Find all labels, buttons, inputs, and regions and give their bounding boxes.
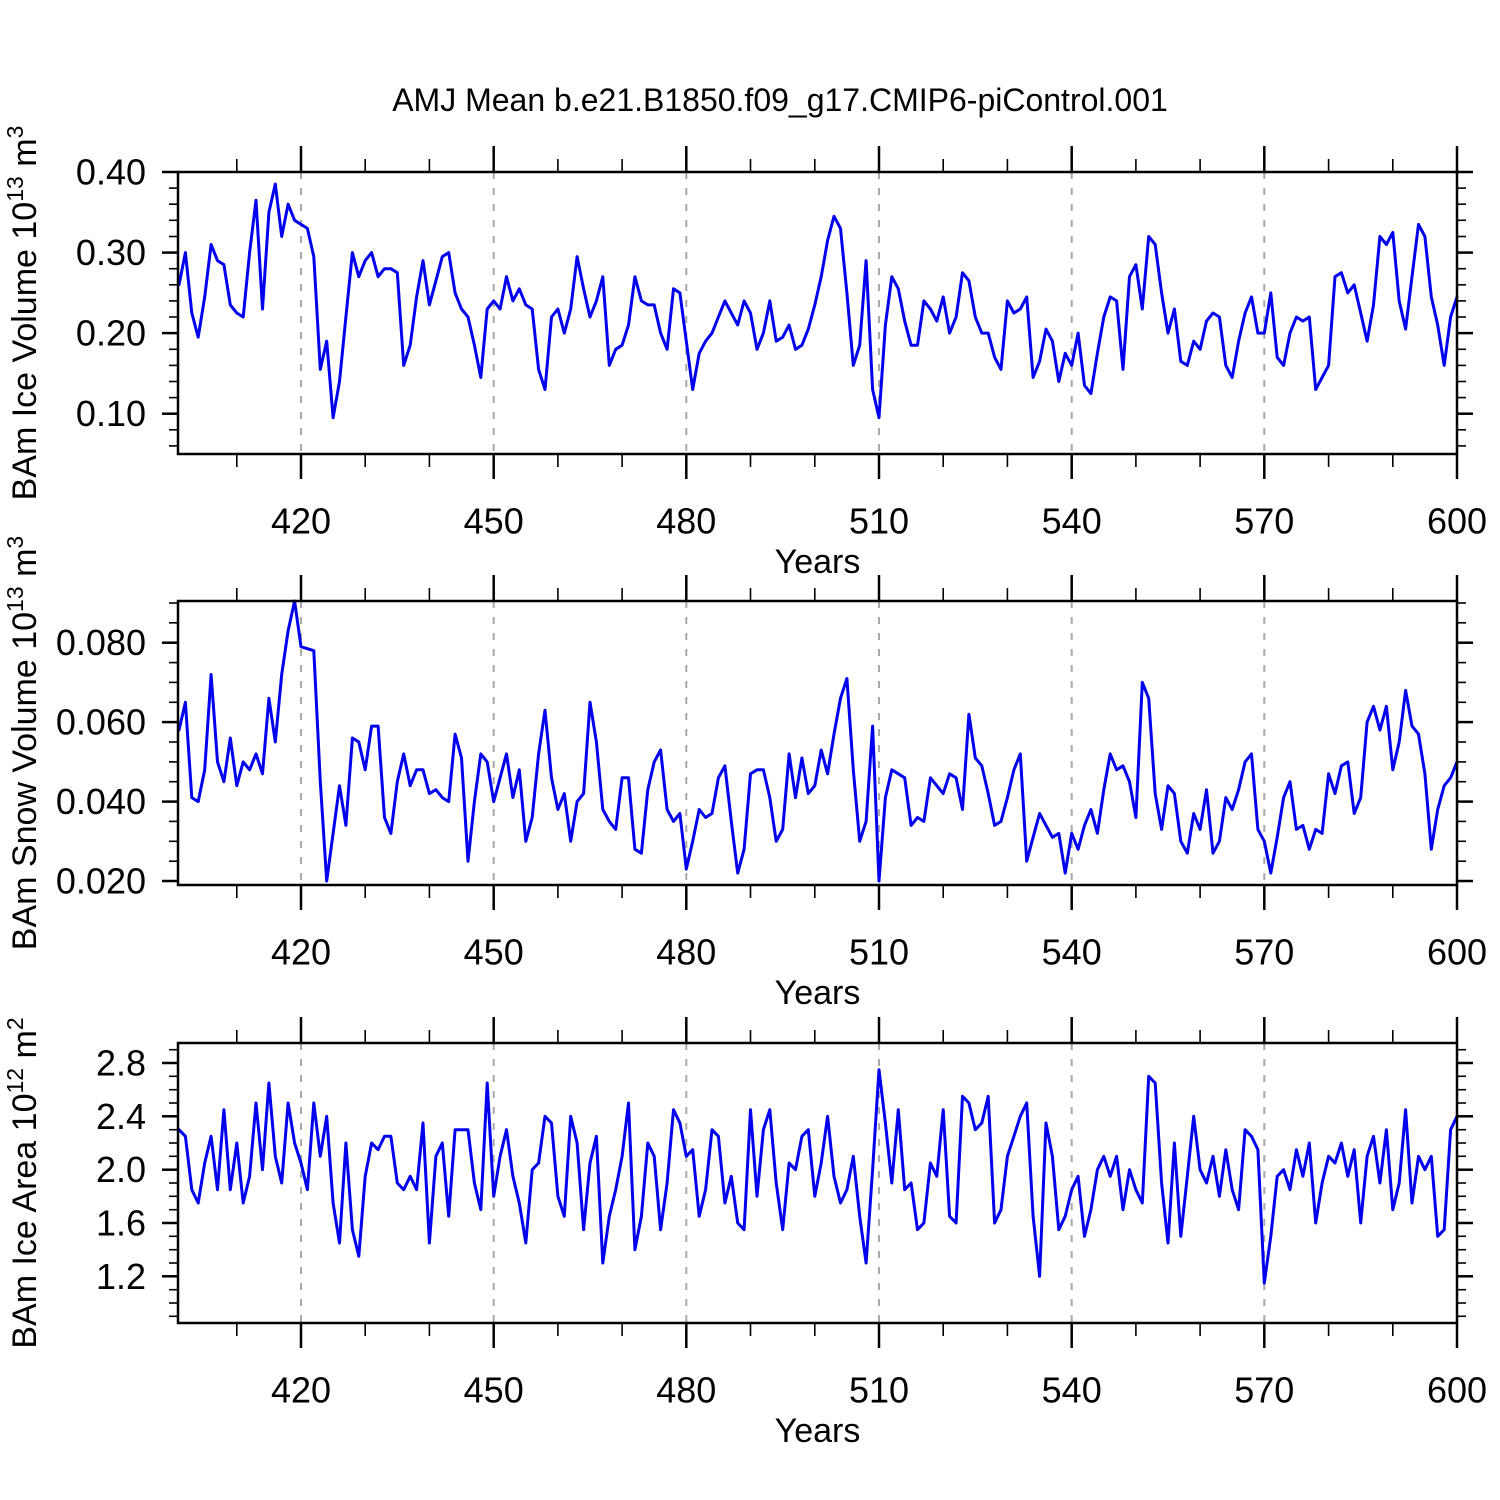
- y-tick-label: 1.2: [96, 1256, 146, 1297]
- x-tick-label: 600: [1427, 501, 1487, 542]
- y-axis-title-exponent: 3: [2, 126, 28, 139]
- x-tick-label: 570: [1234, 1370, 1294, 1411]
- y-tick-label: 0.040: [56, 781, 146, 822]
- x-tick-label: 480: [656, 932, 716, 973]
- y-tick-label: 0.40: [76, 152, 146, 193]
- x-axis-title: Years: [775, 974, 861, 1012]
- x-tick-label: 600: [1427, 932, 1487, 973]
- x-tick-label: 540: [1042, 501, 1102, 542]
- x-axis-title: Years: [775, 1412, 861, 1450]
- x-tick-label: 450: [464, 501, 524, 542]
- y-tick-label: 0.080: [56, 622, 146, 663]
- plot-frame: [176, 599, 1459, 887]
- x-tick-label: 420: [271, 932, 331, 973]
- x-tick-label: 570: [1234, 932, 1294, 973]
- y-axis-title-text: m: [6, 1030, 44, 1068]
- x-axis-title: Years: [775, 543, 861, 581]
- x-tick-label: 420: [271, 501, 331, 542]
- x-tick-label: 510: [849, 501, 909, 542]
- y-tick-label: 2.8: [96, 1043, 146, 1084]
- x-tick-label: 420: [271, 1370, 331, 1411]
- data-line-bam-ice-area: [177, 1068, 1459, 1285]
- x-tick-label: 540: [1042, 932, 1102, 973]
- data-line-bam-snow-volume: [177, 599, 1459, 883]
- y-axis-title: BAm Ice Area 1012 m2: [2, 1017, 44, 1348]
- x-tick-label: 480: [656, 1370, 716, 1411]
- x-tick-label: 510: [849, 1370, 909, 1411]
- x-tick-label: 450: [464, 1370, 524, 1411]
- x-tick-label: 540: [1042, 1370, 1102, 1411]
- y-axis-title-text: BAm Ice Volume 10: [6, 202, 44, 501]
- y-axis-title-exponent: 3: [2, 536, 28, 549]
- plot-frame: [176, 170, 1459, 456]
- panel-bam-ice-volume: 420 450 480 510 540 570 600 0.10 0.20 0.30 0.40 Yea…: [2, 126, 1487, 581]
- y-axis-title: BAm Snow Volume 1013 m3: [2, 536, 44, 950]
- y-tick-label: 0.020: [56, 861, 146, 902]
- x-tick-label: 480: [656, 501, 716, 542]
- x-tick-label: 510: [849, 932, 909, 973]
- panel-bam-snow-volume: 420 450 480 510 540 570 600 0.020 0.040 0.060 0.08…: [2, 536, 1487, 1012]
- x-tick-label: 600: [1427, 1370, 1487, 1411]
- y-axis-title-text: BAm Ice Area 10: [6, 1094, 44, 1349]
- panel-bam-ice-area: 420 450 480 510 540 570 600 1.2 1.6 2.0 2.4 2.8 Year…: [2, 1017, 1487, 1450]
- y-axis-title-text: m: [6, 549, 44, 587]
- y-tick-label: 2.0: [96, 1149, 146, 1190]
- y-tick-label: 0.10: [76, 393, 146, 434]
- y-tick-label: 0.30: [76, 232, 146, 273]
- y-axis-title: BAm Ice Volume 1013 m3: [2, 126, 44, 501]
- y-axis-title-text: m: [6, 138, 44, 176]
- y-tick-label: 0.060: [56, 702, 146, 743]
- data-line-bam-ice-volume: [177, 182, 1459, 420]
- y-tick-label: 2.4: [96, 1096, 146, 1137]
- x-tick-label: 570: [1234, 501, 1294, 542]
- y-axis-title-exponent: 13: [2, 586, 28, 612]
- y-axis-title-text: BAm Snow Volume 10: [6, 612, 44, 950]
- y-axis-title-exponent: 13: [2, 176, 28, 202]
- figure-title: AMJ Mean b.e21.B1850.f09_g17.CMIP6-piCon…: [392, 82, 1168, 118]
- y-axis-title-exponent: 12: [2, 1068, 28, 1094]
- y-axis-title-exponent: 2: [2, 1017, 28, 1030]
- y-tick-label: 0.20: [76, 313, 146, 354]
- x-tick-label: 450: [464, 932, 524, 973]
- y-tick-label: 1.6: [96, 1203, 146, 1244]
